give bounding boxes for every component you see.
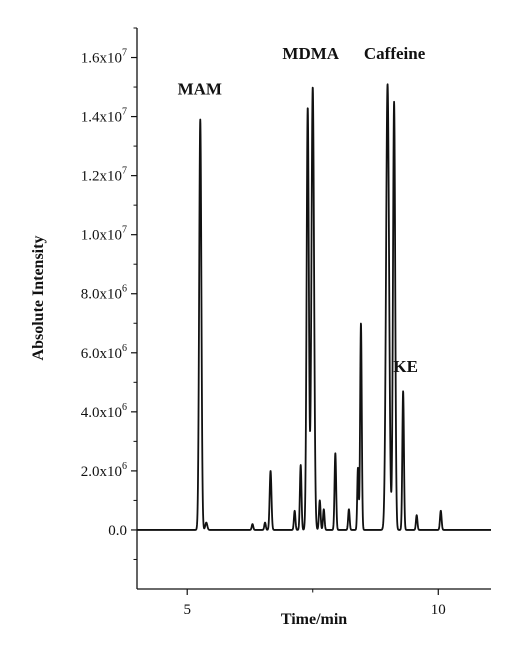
y-tick-label: 2.0x106 (81, 461, 127, 480)
y-tick-label: 0.0 (108, 523, 127, 539)
y-tick-label: 4.0x106 (81, 402, 127, 421)
peak-label: MAM (178, 79, 222, 98)
plot-frame (136, 28, 491, 590)
peak-annotations: MAM MDMA Caffeine KE (178, 44, 426, 376)
x-axis-ticks: 5 10 (183, 589, 446, 618)
peak-label: MDMA (282, 44, 339, 63)
y-axis-title: Absolute Intensity (30, 236, 47, 361)
y-axis-ticks: 0.0 2.0x106 4.0x106 6.0x106 8.0x106 1.0x107 1.… (81, 27, 137, 560)
y-tick-label: 1.6x107 (81, 48, 127, 67)
peak-label: Caffeine (364, 44, 426, 63)
x-tick-label: 10 (431, 602, 446, 618)
chromatogram-trace (136, 83, 492, 531)
y-tick-label: 6.0x106 (81, 343, 127, 362)
y-tick-label: 1.0x107 (81, 225, 127, 244)
y-tick-label: 8.0x106 (81, 284, 127, 303)
x-axis-title: Time/min (281, 611, 347, 628)
y-tick-label: 1.4x107 (81, 107, 127, 126)
peak-label: KE (393, 357, 418, 376)
y-tick-label: 1.2x107 (81, 166, 127, 185)
x-tick-label: 5 (183, 602, 191, 618)
